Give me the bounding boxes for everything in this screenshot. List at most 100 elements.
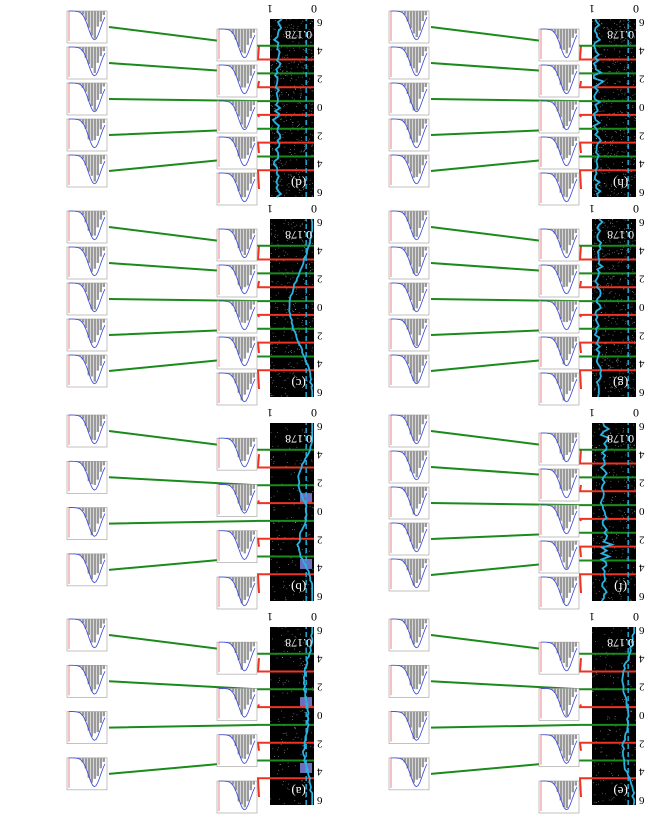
histogram-bar xyxy=(572,137,574,146)
histogram-bar xyxy=(97,83,99,100)
histogram-bar xyxy=(413,415,415,441)
histogram-bar xyxy=(422,415,424,424)
histogram-bar xyxy=(97,758,99,776)
scatter-point xyxy=(604,268,605,269)
histogram-bar xyxy=(569,229,571,245)
scatter-point xyxy=(279,263,280,264)
scatter-point xyxy=(274,496,275,497)
scatter-point xyxy=(598,784,599,785)
scatter-point xyxy=(613,677,614,678)
scatter-point xyxy=(303,110,304,111)
scatter-point xyxy=(611,323,612,324)
scatter-point xyxy=(286,735,287,736)
scatter-point xyxy=(301,94,302,95)
histogram-bar xyxy=(250,688,252,699)
scatter-point xyxy=(279,340,280,341)
scatter-point xyxy=(609,395,610,396)
scatter-point xyxy=(632,447,633,448)
scatter-point xyxy=(627,134,628,135)
scatter-point xyxy=(294,499,295,500)
scatter-point xyxy=(626,330,627,331)
scatter-point xyxy=(309,103,310,104)
scatter-point xyxy=(311,57,312,58)
histogram-bar xyxy=(238,301,240,317)
histogram-bar xyxy=(91,283,93,309)
scatter-point xyxy=(611,340,612,341)
scatter-point xyxy=(313,379,314,380)
scatter-point xyxy=(611,186,612,187)
scatter-point xyxy=(283,581,284,582)
histogram-bar xyxy=(422,283,424,293)
scatter-point xyxy=(285,164,286,165)
scatter-point xyxy=(275,509,276,510)
scatter-point xyxy=(280,764,281,765)
scatter-point xyxy=(284,57,285,58)
scatter-point xyxy=(271,224,272,225)
scatter-point xyxy=(286,277,287,278)
scatter-point xyxy=(629,375,630,376)
scatter-point xyxy=(633,271,634,272)
scatter-point xyxy=(309,111,310,112)
scatter-point xyxy=(609,360,610,361)
scatter-point xyxy=(606,279,607,280)
scatter-point xyxy=(272,477,273,478)
mini-histogram xyxy=(217,101,257,133)
scatter-point xyxy=(624,288,625,289)
histogram-bar xyxy=(94,758,96,779)
scatter-point xyxy=(271,176,272,177)
scatter-point xyxy=(594,41,595,42)
scatter-point xyxy=(297,139,298,140)
histogram-bar xyxy=(569,735,571,755)
histogram-bar xyxy=(569,373,571,391)
scatter-point xyxy=(612,387,613,388)
scatter-point xyxy=(623,136,624,137)
scatter-point xyxy=(612,141,613,142)
scatter-point xyxy=(302,524,303,525)
histogram-bar xyxy=(422,451,424,461)
scatter-point xyxy=(607,154,608,155)
scatter-point xyxy=(290,152,291,153)
scatter-point xyxy=(305,553,306,554)
mini-histogram xyxy=(389,712,429,744)
scatter-point xyxy=(608,195,609,196)
scatter-point xyxy=(281,92,282,93)
mini-histogram xyxy=(67,508,107,540)
scatter-point xyxy=(274,138,275,139)
scatter-point xyxy=(620,82,621,83)
scatter-point xyxy=(596,593,597,594)
mini-histogram xyxy=(389,355,429,387)
connector-line xyxy=(580,704,592,707)
histogram-bar xyxy=(247,735,249,755)
scatter-point xyxy=(302,322,303,323)
scatter-point xyxy=(614,49,615,50)
scatter-point xyxy=(272,195,273,196)
histogram-bar xyxy=(572,642,574,652)
scatter-point xyxy=(299,349,300,350)
histogram-bar xyxy=(425,712,427,717)
scatter-point xyxy=(609,293,610,294)
scatter-point xyxy=(604,102,605,103)
scatter-point xyxy=(612,219,613,220)
scatter-point xyxy=(611,773,612,774)
scatter-point xyxy=(290,494,291,495)
connector-line xyxy=(258,315,270,317)
histogram-bar xyxy=(569,781,571,800)
connector-line xyxy=(258,454,270,467)
histogram-bar xyxy=(97,47,99,63)
scatter-point xyxy=(292,716,293,717)
scatter-point xyxy=(294,50,295,51)
scatter-point xyxy=(280,69,281,70)
scatter-point xyxy=(302,360,303,361)
histogram-bar xyxy=(572,781,574,792)
scatter-point xyxy=(597,230,598,231)
scatter-point xyxy=(632,307,633,308)
y-tick-label: 6 xyxy=(317,794,323,806)
histogram-bar xyxy=(569,505,571,522)
scatter-point xyxy=(279,96,280,97)
scatter-point xyxy=(312,304,313,305)
scatter-point xyxy=(281,78,282,79)
scatter-point xyxy=(592,302,593,303)
scatter-point xyxy=(607,456,608,457)
scatter-point xyxy=(612,704,613,705)
